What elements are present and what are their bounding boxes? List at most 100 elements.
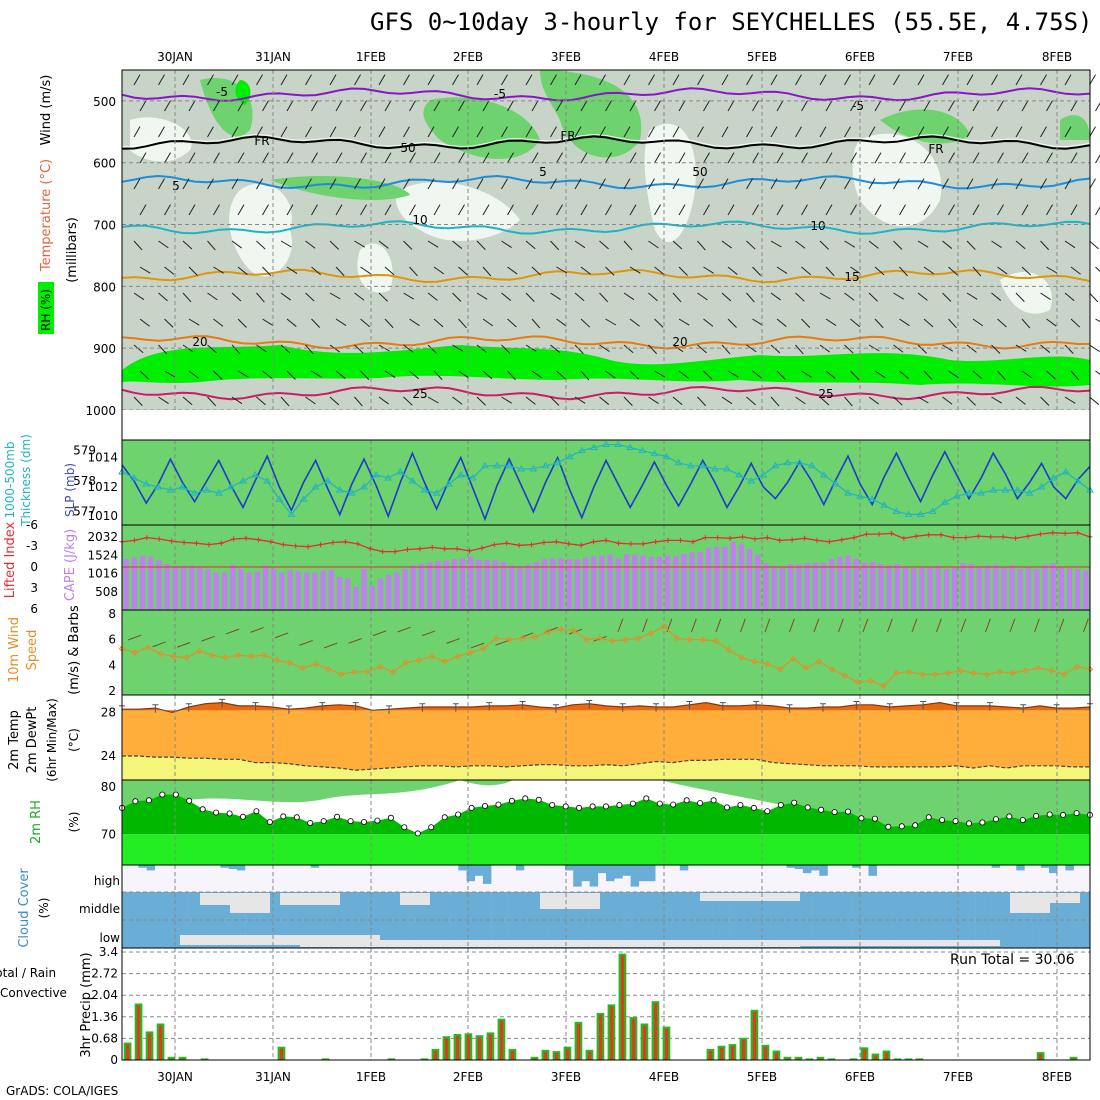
wind-barb bbox=[580, 204, 588, 216]
contour-label: 50 bbox=[692, 165, 707, 179]
wind-barb bbox=[360, 204, 367, 216]
cloud-cell bbox=[630, 865, 640, 887]
rh2m-marker bbox=[374, 817, 381, 824]
thickness-marker bbox=[953, 492, 961, 499]
precip-convective-bar bbox=[752, 1011, 757, 1060]
rh2m-marker bbox=[589, 803, 596, 810]
temp-tick: 24 bbox=[101, 749, 116, 763]
rh-region bbox=[1060, 115, 1090, 140]
isotherm-line bbox=[121, 87, 1091, 102]
cloud-cell bbox=[827, 892, 836, 920]
wind-barb bbox=[899, 318, 910, 327]
precip-convective-bar bbox=[1038, 1054, 1043, 1060]
precip-convective-bar bbox=[631, 1019, 636, 1060]
thickness-marker bbox=[977, 489, 985, 496]
wind-barb bbox=[501, 344, 511, 354]
wind-barb bbox=[623, 396, 633, 406]
wind-barb bbox=[476, 178, 484, 190]
wind-barb bbox=[1089, 396, 1100, 405]
cloud-cell bbox=[786, 920, 795, 948]
cloud-cell bbox=[392, 892, 402, 920]
lifted-index-marker bbox=[442, 546, 448, 552]
lifted-index-marker bbox=[615, 540, 621, 546]
lifted-index-marker bbox=[342, 539, 348, 545]
cloud-cell bbox=[1049, 865, 1058, 874]
wind-barb bbox=[629, 204, 637, 216]
run-total: Run Total = 30.06 bbox=[948, 952, 1077, 968]
precip-convective-bar bbox=[433, 1050, 438, 1060]
wind-barb bbox=[262, 100, 269, 112]
wind-barb bbox=[654, 100, 661, 112]
lifted-tick: 6 bbox=[30, 602, 38, 616]
wind-barb-10m bbox=[152, 641, 166, 648]
temp-errorbar bbox=[319, 702, 326, 711]
cape-bar bbox=[804, 563, 810, 610]
lifted-index-marker bbox=[740, 534, 746, 540]
wind-barb bbox=[654, 318, 664, 328]
cloud-cell bbox=[318, 892, 328, 920]
wind-barb bbox=[629, 266, 641, 274]
wind-barb bbox=[721, 74, 729, 86]
cloud-cell bbox=[671, 892, 681, 920]
cape-bar bbox=[402, 569, 408, 610]
thickness-marker bbox=[1037, 483, 1046, 490]
cloud-cell bbox=[581, 865, 590, 882]
wind-barb bbox=[997, 266, 1008, 275]
wind-speed-marker bbox=[234, 651, 242, 659]
cloud-cell bbox=[343, 892, 352, 920]
cloud-cell bbox=[450, 920, 459, 948]
wind-barb bbox=[286, 318, 297, 327]
wind-barb bbox=[1064, 396, 1076, 404]
wind-barb-10m bbox=[691, 618, 697, 633]
wind-barb bbox=[1064, 344, 1074, 354]
rh2m-marker bbox=[831, 809, 838, 816]
x-tick-bottom: 6FEB bbox=[845, 1070, 875, 1084]
isotherm-line bbox=[121, 268, 1091, 284]
thickness-tick: 577 bbox=[73, 504, 96, 518]
wind-barb bbox=[403, 396, 413, 406]
cloud-cell bbox=[269, 892, 279, 920]
rh2m-marker bbox=[939, 817, 946, 824]
wind-barb bbox=[654, 370, 666, 378]
wind-barb bbox=[452, 240, 463, 249]
wind-barb bbox=[207, 74, 214, 86]
wind-barb bbox=[280, 126, 288, 138]
contour-label: 5 bbox=[172, 179, 180, 193]
wind-speed-marker bbox=[518, 635, 526, 642]
wind-speed-marker bbox=[183, 654, 190, 661]
lifted-index-marker bbox=[318, 542, 324, 548]
cloud-cell bbox=[253, 920, 262, 948]
precip-convective-bar bbox=[554, 1053, 559, 1060]
temp-area bbox=[122, 702, 1090, 713]
cape-bar bbox=[492, 560, 498, 610]
thickness-marker bbox=[142, 480, 151, 487]
wind-barb bbox=[1021, 100, 1029, 112]
wind-barb bbox=[972, 152, 980, 164]
precip-convective-bar bbox=[136, 1005, 141, 1060]
rh2m-marker bbox=[885, 823, 892, 830]
wind-barb bbox=[868, 396, 880, 405]
temp-errorbar bbox=[285, 705, 292, 714]
wind-barb bbox=[819, 240, 829, 250]
wind-barb-10m bbox=[1034, 618, 1040, 633]
wind-barb bbox=[893, 74, 900, 86]
wind-barb bbox=[899, 266, 908, 277]
wind-barb bbox=[844, 292, 855, 301]
wind-barb bbox=[629, 152, 637, 164]
wind-speed-marker bbox=[764, 660, 771, 668]
wind-barb bbox=[648, 178, 655, 190]
temp-errorbar bbox=[786, 704, 793, 713]
wind-barb bbox=[991, 344, 1001, 354]
lifted-index-marker bbox=[193, 540, 199, 546]
cloud-cell bbox=[310, 920, 320, 948]
wind-barb-10m bbox=[1083, 618, 1089, 633]
cape-bar bbox=[943, 569, 950, 610]
cape-bar bbox=[984, 565, 991, 610]
cloud-cell bbox=[573, 920, 582, 948]
cape-bar bbox=[1066, 568, 1073, 610]
cloud-cell bbox=[630, 920, 640, 948]
wind-barb bbox=[899, 204, 906, 216]
cloud-cell bbox=[950, 892, 959, 920]
cloud-cell bbox=[524, 892, 533, 920]
cloud-cell bbox=[999, 920, 1009, 948]
